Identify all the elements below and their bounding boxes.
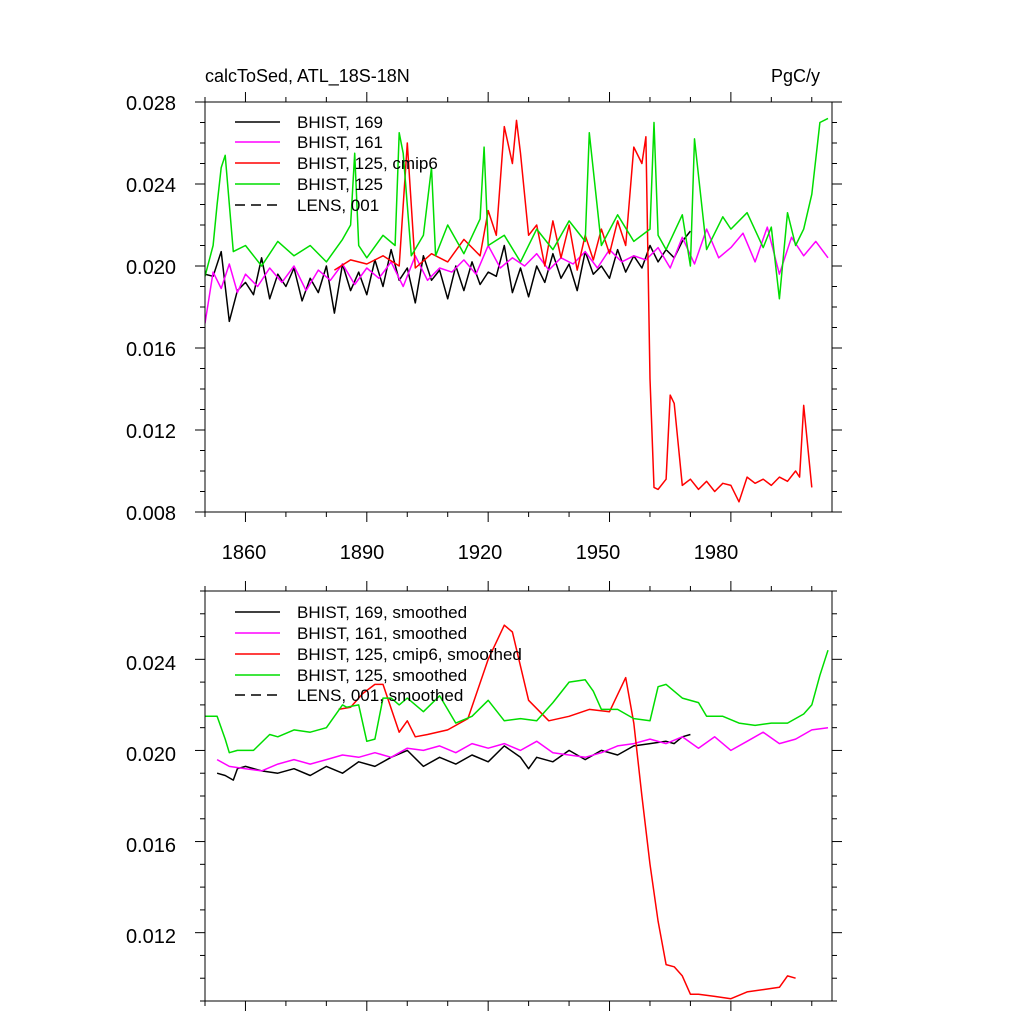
y-tick-label: 0.020	[126, 744, 176, 766]
legend-label: BHIST, 125, cmip6, smoothed	[297, 645, 522, 664]
series-line-bhist-169	[205, 230, 691, 323]
bottom-legend: BHIST, 169, smoothed BHIST, 161, smoothe…	[235, 603, 522, 705]
legend-entry: BHIST, 169	[235, 113, 383, 132]
top-panel-title: calcToSed, ATL_18S-18N	[205, 66, 410, 87]
legend-entry: BHIST, 125, cmip6, smoothed	[235, 645, 522, 664]
top-legend: BHIST, 169 BHIST, 161 BHIST, 125, cmip6 …	[235, 113, 438, 215]
y-tick-label: 0.016	[126, 835, 176, 857]
legend-label: LENS, 001	[297, 196, 379, 215]
bottom-y-tick-labels: 0.012 0.016 0.020 0.024	[126, 653, 176, 948]
legend-entry: BHIST, 125, smoothed	[235, 666, 467, 685]
legend-entry: BHIST, 161, smoothed	[235, 624, 467, 643]
legend-entry: BHIST, 169, smoothed	[235, 603, 467, 622]
y-tick-label: 0.028	[126, 93, 176, 115]
top-panel: calcToSed, ATL_18S-18N PgC/y 0.028 0.024…	[126, 66, 842, 564]
legend-label: BHIST, 125, smoothed	[297, 666, 467, 685]
legend-label: LENS, 001, smoothed	[297, 686, 463, 705]
legend-entry: BHIST, 161	[235, 133, 383, 152]
series-line-bhist-125	[205, 117, 829, 300]
y-tick-label: 0.012	[126, 421, 176, 443]
top-plot-lines	[205, 117, 829, 503]
legend-label: BHIST, 169	[297, 113, 383, 132]
y-tick-label: 0.020	[126, 257, 176, 279]
series-line-bhist-125-cmip6	[334, 119, 813, 503]
x-tick-label: 1860	[222, 542, 267, 564]
legend-label: BHIST, 125, cmip6	[297, 154, 438, 173]
legend-entry: LENS, 001	[235, 196, 379, 215]
y-tick-label: 0.024	[126, 653, 176, 675]
series-line-bhist-161-smoothed	[216, 726, 829, 772]
bottom-plot-lines	[205, 624, 829, 1000]
series-line-bhist-161	[205, 226, 829, 324]
bottom-axis-ticks	[195, 581, 842, 1011]
legend-entry: LENS, 001, smoothed	[235, 686, 463, 705]
x-tick-label: 1950	[576, 542, 621, 564]
x-tick-label: 1980	[694, 542, 739, 564]
legend-label: BHIST, 161, smoothed	[297, 624, 467, 643]
x-tick-label: 1890	[340, 542, 385, 564]
top-axis-ticks	[195, 92, 842, 522]
top-x-tick-labels: 1860 1890 1920 1950 1980	[222, 542, 739, 564]
legend-label: BHIST, 125	[297, 175, 383, 194]
y-tick-label: 0.024	[126, 175, 176, 197]
legend-entry: BHIST, 125	[235, 175, 383, 194]
x-tick-label: 1920	[458, 542, 503, 564]
series-line-bhist-125-cmip6-smoothed	[338, 624, 796, 1000]
legend-label: BHIST, 161	[297, 133, 383, 152]
legend-label: BHIST, 169, smoothed	[297, 603, 467, 622]
y-tick-label: 0.012	[126, 926, 176, 948]
top-plot-frame	[204, 101, 833, 513]
legend-entry: BHIST, 125, cmip6	[235, 154, 438, 173]
y-tick-label: 0.016	[126, 339, 176, 361]
top-y-tick-labels: 0.028 0.024 0.020 0.016 0.012 0.008	[126, 93, 176, 525]
y-tick-label: 0.008	[126, 503, 176, 525]
top-panel-units: PgC/y	[771, 66, 820, 86]
bottom-panel: 0.012 0.016 0.020 0.024 BHIST, 169, smoo…	[126, 581, 842, 1011]
series-line-bhist-125-smoothed	[205, 649, 829, 754]
series-line-bhist-169-smoothed	[216, 733, 691, 781]
bottom-plot-frame	[204, 590, 833, 1002]
